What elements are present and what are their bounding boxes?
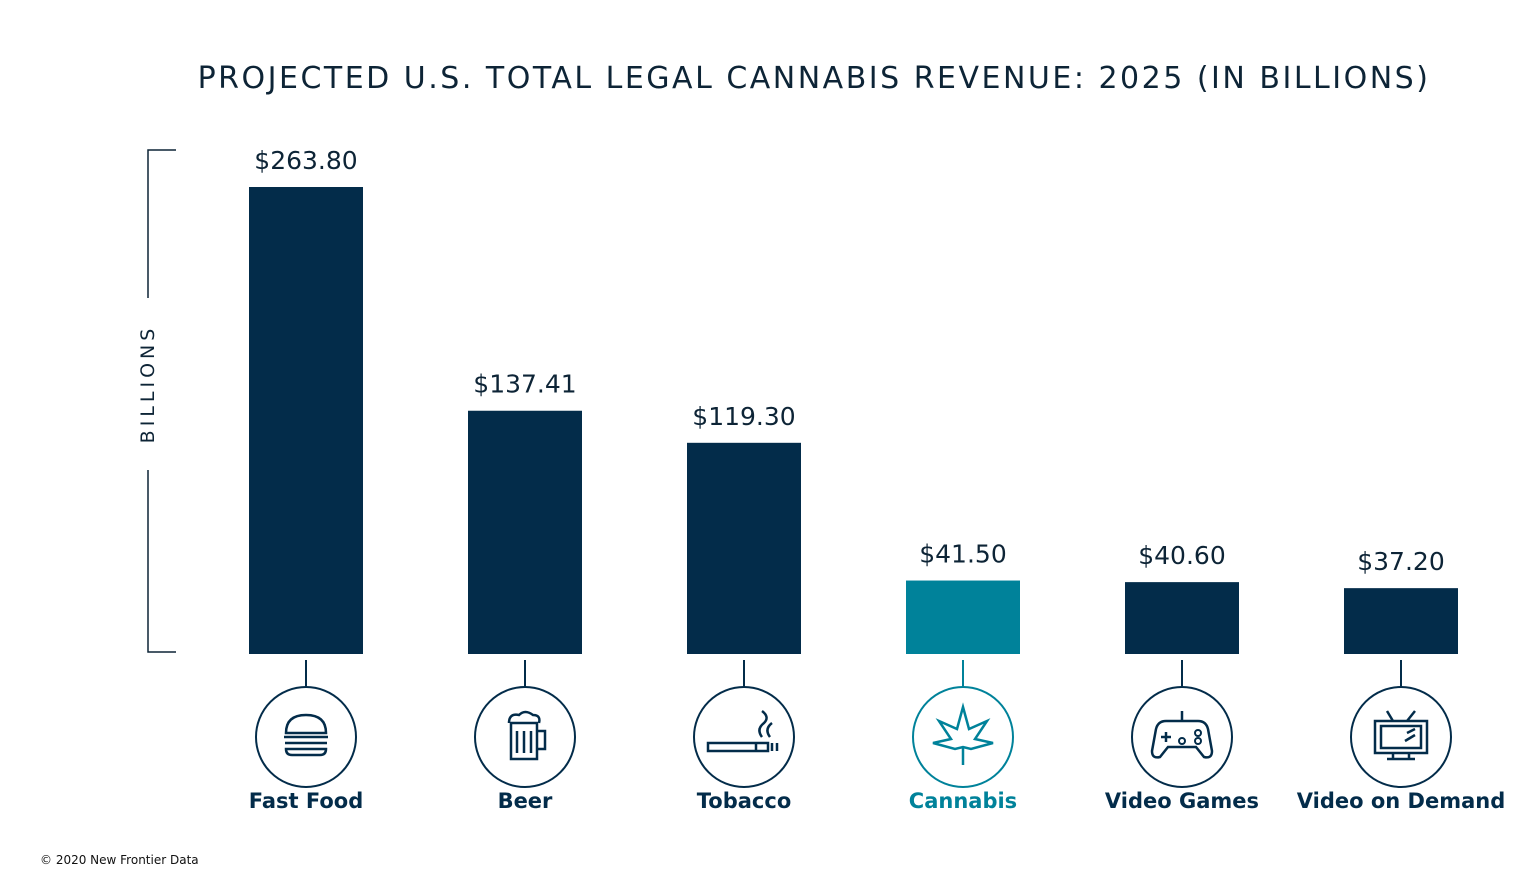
- bar-video-games: [1125, 582, 1239, 654]
- category-label: Cannabis: [909, 789, 1017, 813]
- beer-mug-icon: [507, 710, 547, 761]
- television-icon: [1373, 710, 1429, 761]
- y-axis-label: BILLIONS: [137, 325, 159, 444]
- icon-circle: [255, 686, 357, 788]
- category-label: Fast Food: [249, 789, 364, 813]
- category-label: Video on Demand: [1297, 789, 1506, 813]
- icon-circle: [1131, 686, 1233, 788]
- icon-circle: [1350, 686, 1452, 788]
- data-label: $119.30: [692, 402, 795, 431]
- data-label: $41.50: [919, 540, 1006, 569]
- burger-icon: [284, 713, 328, 757]
- bar-beer: [468, 410, 582, 654]
- chart-title: PROJECTED U.S. TOTAL LEGAL CANNABIS REVE…: [198, 61, 1431, 96]
- category-label: Tobacco: [697, 789, 792, 813]
- cannabis-leaf-icon: [932, 702, 994, 765]
- y-axis-bracket: [147, 149, 176, 653]
- data-label: $263.80: [254, 146, 357, 175]
- icon-circle: [912, 686, 1014, 788]
- data-label: $137.41: [473, 370, 576, 399]
- bar-video-on-demand: [1344, 588, 1458, 654]
- category-label: Video Games: [1105, 789, 1259, 813]
- bar-tobacco: [687, 442, 801, 654]
- game-controller-icon: [1150, 711, 1214, 759]
- icon-circle: [474, 686, 576, 788]
- data-label: $37.20: [1357, 547, 1444, 576]
- icon-circle: [693, 686, 795, 788]
- data-label: $40.60: [1138, 541, 1225, 570]
- bar-fast-food: [249, 187, 363, 654]
- credit-text: © 2020 New Frontier Data: [40, 853, 199, 867]
- cigarette-icon: [706, 710, 779, 753]
- bar-cannabis: [906, 580, 1020, 654]
- category-label: Beer: [498, 789, 553, 813]
